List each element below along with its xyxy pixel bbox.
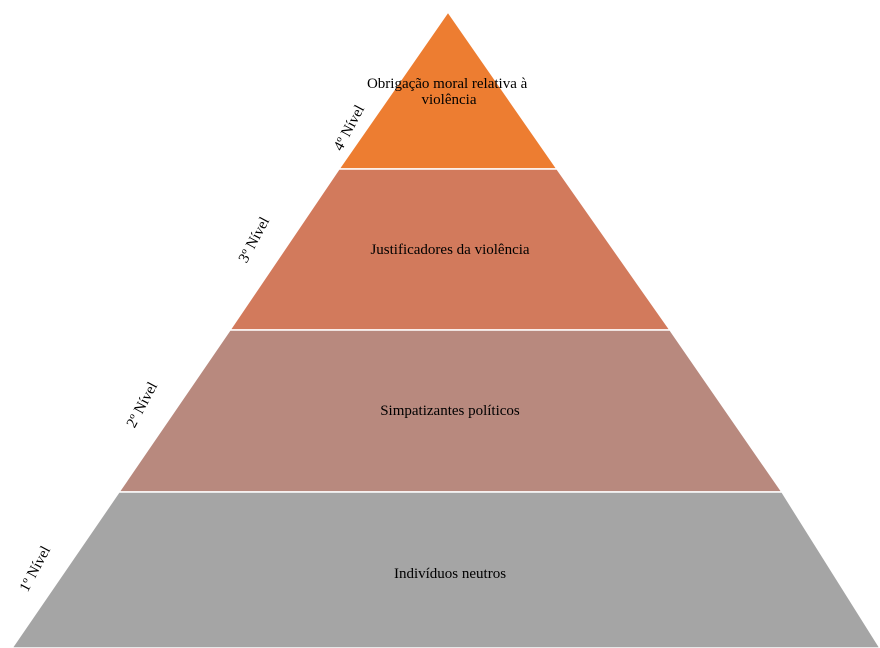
level-2-label: 2º Nível — [124, 380, 161, 431]
level-1-label: 1º Nível — [17, 544, 54, 595]
tier-4-label-line-1: Obrigação moral relativa à — [367, 76, 528, 92]
tier-1-label: Indivíduos neutros — [394, 566, 506, 582]
tier-4-label-line-2: violência — [422, 92, 477, 108]
level-3-label: 3º Nível — [236, 215, 273, 266]
tier-2-label: Simpatizantes políticos — [380, 403, 520, 419]
tier-1-shape — [11, 491, 880, 648]
tier-4-label: Obrigação moral relativa à violência — [367, 76, 531, 108]
tier-3-label: Justificadores da violência — [370, 242, 529, 258]
